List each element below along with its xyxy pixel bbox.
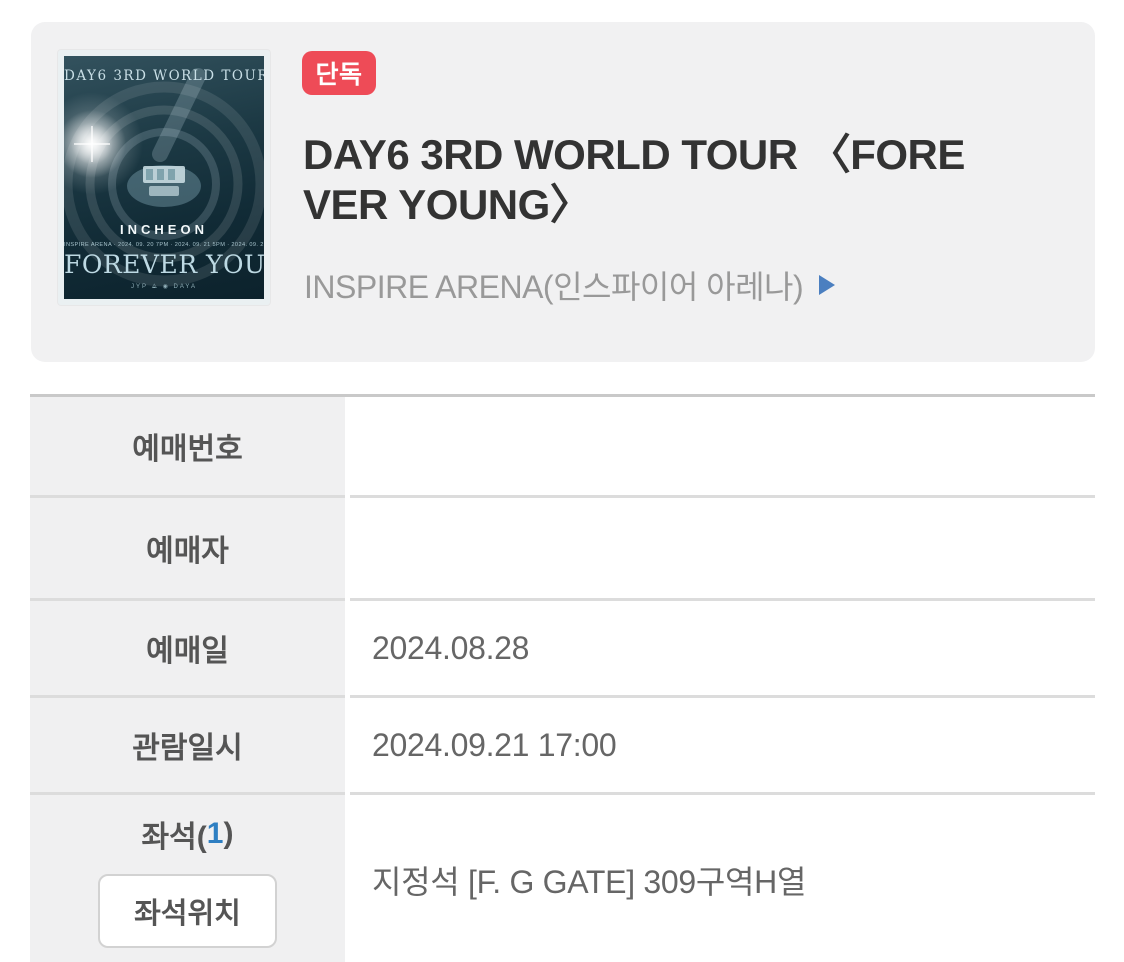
seat-count: 1 — [206, 817, 224, 850]
chevron-right-icon — [819, 275, 836, 295]
seat-label: 좌석(1) — [142, 812, 234, 856]
venue-link[interactable]: INSPIRE ARENA(인스파이어 아레나) — [304, 262, 837, 308]
event-title: DAY6 3RD WORLD TOUR 〈FORE VER YOUNG〉 — [303, 130, 1098, 230]
poster-title: FOREVER YOUNG — [64, 250, 264, 279]
table-row-show-datetime: 관람일시 2024.09.21 17:00 — [30, 695, 1095, 792]
table-row-booking-number: 예매번호 — [30, 397, 1095, 495]
event-card: DAY6 3RD WORLD TOUR INCHEON INSPIRE AREN… — [31, 22, 1095, 362]
poster-image: DAY6 3RD WORLD TOUR INCHEON INSPIRE AREN… — [64, 56, 264, 299]
seat-label-suffix: ) — [223, 817, 234, 850]
poster-rings-graphic — [64, 68, 264, 287]
exclusive-badge: 단독 — [302, 51, 376, 95]
table-row-booker: 예매자 — [30, 495, 1095, 598]
event-poster-thumbnail[interactable]: DAY6 3RD WORLD TOUR INCHEON INSPIRE AREN… — [58, 50, 270, 305]
poster-logos: JYP ⟁ ◉ DAYA — [131, 284, 197, 290]
event-title-line2: VER YOUNG〉 — [303, 181, 592, 228]
poster-schedule: INSPIRE ARENA · 2024. 09. 20 7PM · 2024.… — [64, 242, 264, 248]
row-label: 예매자 — [30, 495, 345, 598]
seat-label-prefix: 좌석( — [141, 821, 207, 854]
poster-tour-name: DAY6 3RD WORLD TOUR — [64, 68, 264, 84]
row-value — [350, 397, 1095, 495]
row-label: 관람일시 — [30, 695, 345, 792]
row-label: 예매번호 — [30, 397, 345, 495]
poster-city: INCHEON — [120, 222, 208, 237]
venue-name: INSPIRE ARENA(인스파이어 아레나) — [304, 269, 804, 305]
booking-table: 예매번호 예매자 예매일 2024.08.28 관람일시 2024.09.21 … — [30, 394, 1095, 962]
row-value — [350, 495, 1095, 598]
seat-value: 지정석 [F. G GATE] 309구역H열 — [350, 792, 1095, 962]
row-label: 예매일 — [30, 598, 345, 695]
table-row-seat: 좌석(1) 좌석위치 지정석 [F. G GATE] 309구역H열 — [30, 792, 1095, 962]
seat-location-button[interactable]: 좌석위치 — [98, 874, 277, 948]
row-value: 2024.09.21 17:00 — [350, 695, 1095, 792]
seat-label-cell: 좌석(1) 좌석위치 — [30, 792, 345, 962]
row-value: 2024.08.28 — [350, 598, 1095, 695]
table-row-booking-date: 예매일 2024.08.28 — [30, 598, 1095, 695]
event-title-line1: DAY6 3RD WORLD TOUR 〈FORE — [303, 131, 965, 178]
